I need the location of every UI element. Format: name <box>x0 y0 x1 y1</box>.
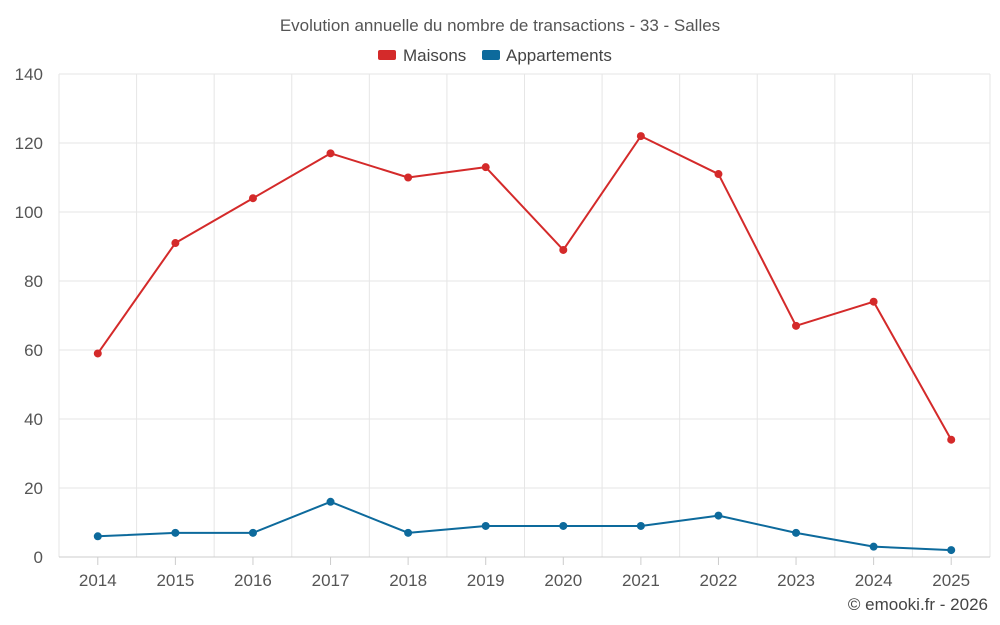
data-point-maisons[interactable] <box>326 149 335 158</box>
data-point-appartements[interactable] <box>947 546 956 555</box>
data-point-appartements[interactable] <box>248 528 257 537</box>
legend-item-maisons[interactable]: Maisons <box>378 46 466 65</box>
data-point-maisons[interactable] <box>792 321 801 330</box>
data-point-appartements[interactable] <box>171 528 180 537</box>
y-tick-label: 60 <box>24 341 43 360</box>
y-axis-ticks: 0 20 40 60 80 100 120 140 <box>15 65 43 567</box>
data-point-maisons[interactable] <box>404 173 413 182</box>
legend-item-appartements[interactable]: Appartements <box>482 46 612 65</box>
y-tick-label: 140 <box>15 65 43 84</box>
data-point-maisons[interactable] <box>947 435 956 444</box>
series-line-maisons <box>96 135 953 441</box>
chart-title: Evolution annuelle du nombre de transact… <box>280 16 720 35</box>
legend-label-maisons: Maisons <box>403 46 466 65</box>
x-tick-label: 2018 <box>389 571 427 590</box>
legend-label-appartements: Appartements <box>506 46 612 65</box>
data-point-appartements[interactable] <box>869 542 878 551</box>
data-point-maisons[interactable] <box>636 132 645 141</box>
x-axis-ticks: 2014 2015 2016 2017 2018 2019 2020 2021 2022 2023… <box>79 557 970 590</box>
legend-swatch-maisons <box>378 50 396 60</box>
data-point-maisons[interactable] <box>559 245 568 254</box>
data-point-appartements[interactable] <box>404 528 413 537</box>
x-tick-label: 2015 <box>156 571 194 590</box>
x-tick-label: 2017 <box>312 571 350 590</box>
x-tick-label: 2022 <box>700 571 738 590</box>
data-point-maisons[interactable] <box>93 349 102 358</box>
credit-text: © emooki.fr - 2026 <box>848 595 988 614</box>
data-point-appartements[interactable] <box>792 528 801 537</box>
data-point-appartements[interactable] <box>636 521 645 530</box>
y-tick-label: 0 <box>34 548 43 567</box>
legend: Maisons Appartements <box>378 46 612 65</box>
data-point-appartements[interactable] <box>481 521 490 530</box>
data-point-appartements[interactable] <box>714 511 723 520</box>
x-tick-label: 2023 <box>777 571 815 590</box>
y-tick-label: 40 <box>24 410 43 429</box>
legend-swatch-appartements <box>482 50 500 60</box>
data-point-maisons[interactable] <box>248 194 257 203</box>
series-line-appartements <box>97 500 952 552</box>
x-tick-label: 2019 <box>467 571 505 590</box>
y-tick-label: 120 <box>15 134 43 153</box>
x-tick-label: 2025 <box>932 571 970 590</box>
data-point-maisons[interactable] <box>869 297 878 306</box>
data-point-maisons[interactable] <box>481 163 490 172</box>
data-point-appartements[interactable] <box>559 521 568 530</box>
x-tick-label: 2016 <box>234 571 272 590</box>
y-tick-label: 80 <box>24 272 43 291</box>
series-layer <box>93 132 956 555</box>
y-tick-label: 100 <box>15 203 43 222</box>
x-tick-label: 2021 <box>622 571 660 590</box>
x-tick-label: 2020 <box>544 571 582 590</box>
x-tick-label: 2024 <box>855 571 893 590</box>
data-point-maisons[interactable] <box>171 239 180 248</box>
gridlines <box>58 73 991 557</box>
data-point-appartements[interactable] <box>326 497 335 506</box>
y-tick-label: 20 <box>24 479 43 498</box>
x-tick-label: 2014 <box>79 571 117 590</box>
data-point-appartements[interactable] <box>93 532 102 541</box>
data-point-maisons[interactable] <box>714 170 723 179</box>
